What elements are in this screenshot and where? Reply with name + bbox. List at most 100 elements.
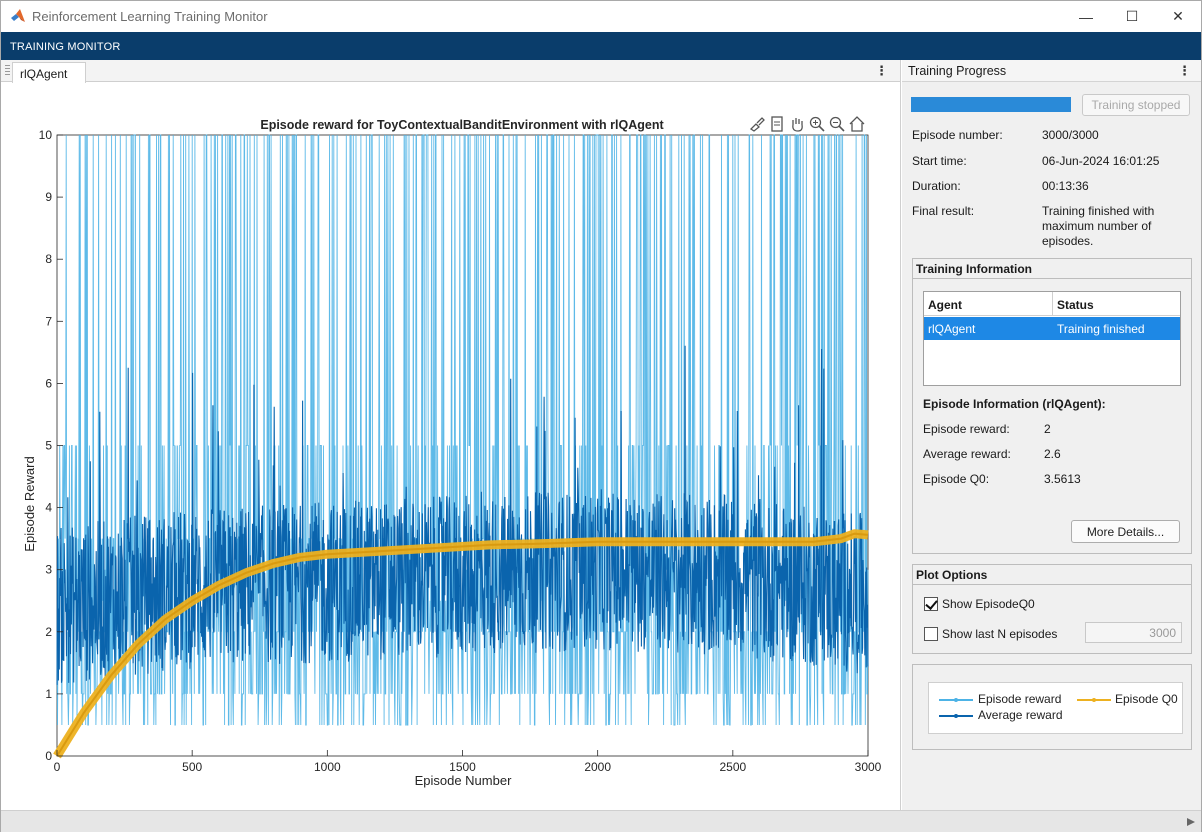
show-last-n-label: Show last N episodes — [942, 627, 1058, 641]
x-tick-label: 1500 — [449, 760, 476, 774]
plot-legend: Episode reward Episode Q0 Average reward — [928, 682, 1183, 734]
y-tick-label: 2 — [45, 625, 52, 639]
duration-label: Duration: — [912, 179, 961, 193]
episode-reward-label: Episode reward: — [923, 422, 1010, 436]
panel-title: Training Progress — [908, 64, 1007, 78]
y-tick-label: 4 — [45, 501, 52, 515]
y-tick-label: 3 — [45, 563, 52, 577]
duration-value: 00:13:36 — [1042, 179, 1089, 193]
status-bar — [1, 810, 1201, 832]
title-bar: Reinforcement Learning Training Monitor … — [1, 1, 1201, 32]
episode-number-label: Episode number: — [912, 128, 1003, 142]
average-reward-line — [56, 345, 869, 685]
final-result-label: Final result: — [912, 204, 975, 218]
maximize-button[interactable]: ☐ — [1109, 1, 1155, 32]
x-tick-label: 3000 — [855, 760, 882, 774]
episode-q0-label: Episode Q0: — [923, 472, 990, 486]
episode-reward-value: 2 — [1044, 422, 1051, 436]
legend-panel: Episode reward Episode Q0 Average reward — [912, 664, 1192, 750]
training-information-title: Training Information — [913, 259, 1191, 279]
col-status[interactable]: Status — [1057, 298, 1094, 312]
start-time-label: Start time: — [912, 154, 967, 168]
y-tick-label: 10 — [39, 128, 53, 142]
chart-title: Episode reward for ToyContextualBanditEn… — [260, 118, 664, 132]
y-tick-label: 0 — [45, 749, 52, 763]
more-options-icon[interactable]: ⋮ — [875, 63, 888, 78]
table-header: Agent Status — [924, 292, 1180, 316]
training-progress-bar — [911, 97, 1071, 112]
show-episodeq0-label: Show EpisodeQ0 — [942, 597, 1035, 611]
tab-rlqagent[interactable]: rlQAgent — [12, 62, 86, 83]
row-agent: rlQAgent — [928, 322, 976, 336]
y-tick-label: 6 — [45, 376, 52, 390]
episode-q0-swatch — [1077, 698, 1111, 702]
plot-pane: rlQAgent ⋮ Episode reward for ToyContext… — [1, 60, 901, 810]
episode-q0-line — [56, 532, 869, 757]
last-n-episodes-field[interactable]: 3000 — [1085, 622, 1182, 643]
show-last-n-checkbox[interactable] — [924, 627, 938, 641]
x-tick-label: 2500 — [719, 760, 746, 774]
stop-training-button[interactable]: Training stopped — [1082, 94, 1190, 116]
x-tick-label: 0 — [54, 760, 61, 774]
legend-episode-reward: Episode reward — [978, 692, 1062, 706]
home-icon[interactable] — [848, 115, 866, 133]
zoom-out-icon[interactable] — [828, 115, 846, 133]
training-progress-pane: Training Progress ⋮ Training stopped Epi… — [902, 60, 1201, 810]
episode-information-title: Episode Information (rlQAgent): — [923, 397, 1106, 411]
document-tabstrip: rlQAgent ⋮ — [1, 60, 900, 83]
agent-status-table: Agent Status rlQAgent Training finished — [923, 291, 1181, 386]
maximize-icon: ☐ — [1125, 8, 1139, 24]
window-title: Reinforcement Learning Training Monitor — [32, 9, 268, 24]
ribbon-tab-training-monitor[interactable]: TRAINING MONITOR — [10, 41, 121, 53]
y-tick-label: 5 — [45, 439, 52, 453]
start-time-value: 06-Jun-2024 16:01:25 — [1042, 154, 1160, 168]
matlab-logo-icon — [11, 9, 25, 22]
y-tick-label: 7 — [45, 314, 52, 328]
ribbon: TRAINING MONITOR — [1, 32, 1201, 60]
minimize-icon: — — [1079, 8, 1093, 25]
col-agent[interactable]: Agent — [928, 298, 962, 312]
final-result-value: Training finished with maximum number of… — [1042, 204, 1155, 248]
average-reward-label: Average reward: — [923, 447, 1011, 461]
chart-ticks: 0 500 1000 1500 2000 2500 3000 0 1 2 3 4 5 6 7 8 9 10 — [39, 128, 882, 774]
x-tick-label: 500 — [182, 760, 202, 774]
legend-episode-q0: Episode Q0 — [1115, 692, 1178, 706]
average-reward-swatch — [939, 714, 973, 718]
episode-reward-swatch — [939, 698, 973, 702]
column-divider — [1052, 292, 1053, 316]
row-status: Training finished — [1057, 322, 1145, 336]
table-row[interactable]: rlQAgent Training finished — [924, 317, 1180, 340]
more-options-icon[interactable]: ⋮ — [1178, 63, 1191, 78]
training-information-panel: Training Information Agent Status rlQAge… — [912, 258, 1192, 554]
x-tick-label: 2000 — [584, 760, 611, 774]
panel-header: Training Progress ⋮ — [902, 60, 1201, 82]
data-tips-icon[interactable] — [768, 115, 786, 133]
show-episodeq0-checkbox[interactable] — [924, 597, 938, 611]
more-details-button[interactable]: More Details... — [1071, 520, 1180, 543]
axes-toolbar — [748, 115, 868, 135]
zoom-in-icon[interactable] — [808, 115, 826, 133]
episode-number-value: 3000/3000 — [1042, 128, 1099, 142]
drag-grip-icon[interactable] — [5, 65, 10, 76]
minimize-button[interactable]: — — [1063, 1, 1109, 32]
y-tick-label: 1 — [45, 687, 52, 701]
close-icon: ✕ — [1172, 8, 1184, 24]
brush-icon[interactable] — [748, 115, 766, 133]
resize-grip-icon[interactable] — [1186, 817, 1196, 827]
close-button[interactable]: ✕ — [1155, 1, 1201, 32]
average-reward-value: 2.6 — [1044, 447, 1061, 461]
episode-q0-value: 3.5613 — [1044, 472, 1081, 486]
plot-options-panel: Plot Options Show EpisodeQ0 Show last N … — [912, 564, 1192, 654]
y-tick-label: 8 — [45, 252, 52, 266]
y-axis-label: Episode Reward — [22, 456, 37, 551]
x-axis-label: Episode Number — [415, 773, 512, 788]
y-tick-label: 9 — [45, 190, 52, 204]
reward-chart[interactable]: 0 500 1000 1500 2000 2500 3000 0 1 2 3 4 5 6 7 8 9 10 Epi… — [1, 60, 901, 810]
series-average-reward — [56, 345, 869, 685]
pan-icon[interactable] — [788, 115, 806, 133]
series-episode-q0 — [53, 529, 869, 759]
plot-options-title: Plot Options — [913, 565, 1191, 585]
x-tick-label: 1000 — [314, 760, 341, 774]
legend-average-reward: Average reward — [978, 708, 1063, 722]
